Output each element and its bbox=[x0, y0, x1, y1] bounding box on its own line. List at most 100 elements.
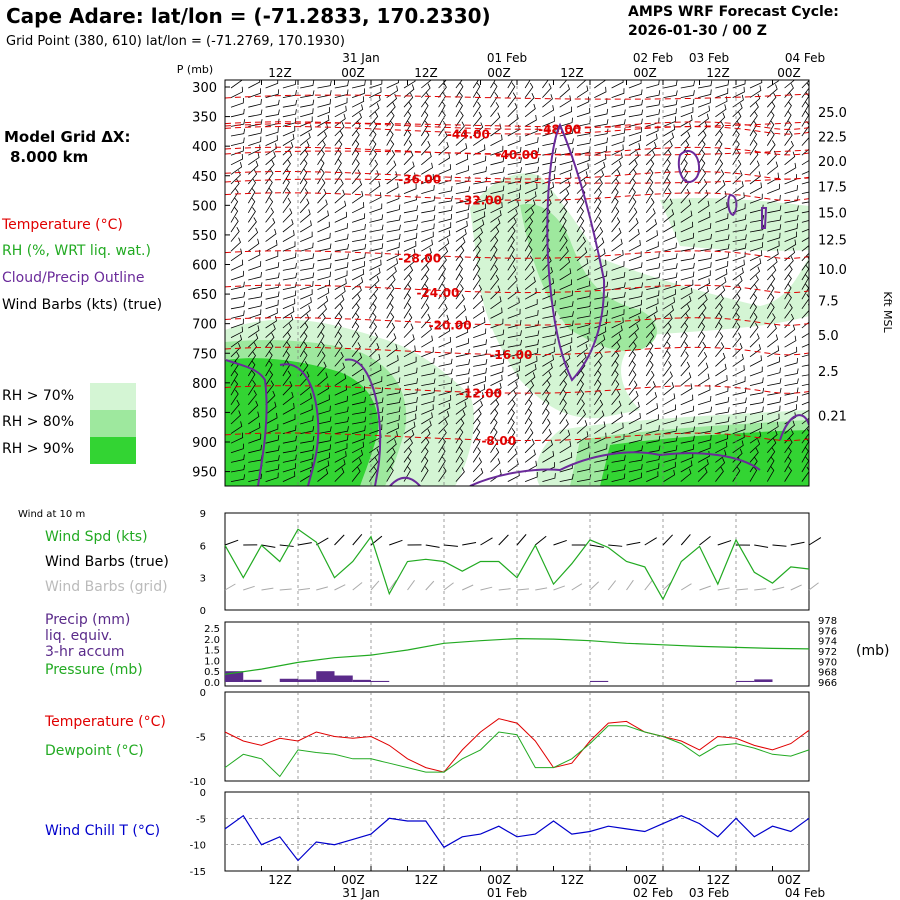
wind-barb bbox=[801, 191, 809, 194]
precip-bar bbox=[243, 679, 262, 682]
wind-barb bbox=[732, 440, 744, 454]
wind-barb bbox=[697, 179, 708, 194]
wind-barb bbox=[421, 404, 434, 415]
wind-barb bbox=[248, 152, 260, 166]
wind-barb bbox=[230, 137, 245, 146]
height-tick-label: 20.0 bbox=[818, 155, 847, 170]
wind-barb bbox=[438, 164, 451, 175]
wind-barb bbox=[697, 168, 706, 185]
wind-barb bbox=[715, 449, 727, 463]
wind-barb bbox=[248, 400, 259, 415]
wind-barb bbox=[749, 250, 763, 262]
wind-barb bbox=[524, 103, 536, 118]
wind-barb bbox=[299, 322, 309, 338]
wind-barb bbox=[265, 135, 278, 146]
wind-barb bbox=[490, 227, 500, 242]
wind-barb bbox=[455, 220, 468, 233]
wind-barb bbox=[334, 189, 345, 204]
wind-barb bbox=[767, 345, 780, 358]
wind-barb bbox=[300, 242, 314, 252]
wind-barb bbox=[369, 214, 384, 223]
wind-barb bbox=[369, 203, 383, 214]
wind-barb bbox=[230, 80, 243, 89]
wind-barb bbox=[386, 406, 401, 415]
wind-barb bbox=[645, 381, 656, 396]
wind-barb bbox=[801, 446, 809, 463]
wind-barb bbox=[317, 107, 330, 118]
rh70-swatch bbox=[90, 383, 136, 410]
wind-barb bbox=[611, 390, 621, 406]
wind-barb bbox=[369, 407, 384, 415]
wind-barb bbox=[576, 328, 590, 338]
wind-barb bbox=[628, 262, 643, 271]
wind-barb bbox=[334, 286, 346, 300]
wind-barb bbox=[334, 168, 343, 185]
wind-barb bbox=[369, 267, 381, 281]
wind-barb bbox=[490, 469, 502, 482]
wind-barb bbox=[420, 274, 429, 290]
wind-barb bbox=[559, 353, 571, 367]
rh90-swatch bbox=[90, 437, 136, 464]
wind-barb bbox=[784, 92, 793, 108]
wind-barb bbox=[576, 138, 592, 146]
wind-barb bbox=[248, 88, 261, 98]
legend-rh90: RH > 90% bbox=[2, 441, 75, 457]
wind-barb bbox=[300, 272, 315, 281]
precip-bar bbox=[754, 679, 773, 682]
wind-barb bbox=[576, 236, 586, 252]
true-wind-barb bbox=[443, 544, 458, 547]
wind-barb bbox=[230, 443, 244, 454]
wind-barb bbox=[801, 170, 809, 175]
wind-barb bbox=[300, 453, 314, 463]
wind-barb bbox=[628, 464, 643, 473]
wind-barb bbox=[507, 408, 515, 425]
true-wind-barb bbox=[297, 542, 312, 546]
wind-barb bbox=[248, 99, 262, 108]
wind-barb bbox=[680, 416, 695, 425]
wind-barb bbox=[524, 226, 533, 242]
wind-barb bbox=[766, 111, 775, 127]
wind-barb bbox=[628, 89, 643, 98]
true-wind-barb bbox=[772, 544, 787, 547]
wind-barb bbox=[282, 414, 296, 425]
wind-barb bbox=[645, 141, 657, 156]
wind-barb bbox=[248, 282, 263, 290]
wind-barb bbox=[299, 141, 310, 156]
pressure-tick-label: 972 bbox=[818, 647, 837, 658]
wind-barb bbox=[680, 468, 692, 482]
wind-barb bbox=[351, 169, 361, 185]
wind-barb bbox=[542, 398, 550, 415]
wind-barb bbox=[386, 312, 395, 329]
wind-barb bbox=[680, 271, 695, 281]
wind-barb bbox=[490, 218, 501, 233]
legend-wind-speed: Wind Spd (kts) bbox=[45, 529, 148, 545]
wind-barb bbox=[680, 188, 690, 204]
wind-barb bbox=[784, 428, 794, 444]
wind-barb bbox=[646, 471, 659, 482]
wind-barb bbox=[300, 253, 315, 262]
wind-barb bbox=[593, 197, 602, 214]
wind-barb bbox=[697, 159, 706, 175]
wind-barb bbox=[438, 410, 450, 425]
wind-barb bbox=[473, 349, 488, 358]
wind-barb bbox=[680, 460, 693, 473]
wind-barb bbox=[507, 297, 520, 310]
wind-barb bbox=[697, 200, 710, 214]
wind-barb bbox=[248, 119, 263, 127]
wind-barb bbox=[594, 108, 609, 118]
wind-barb bbox=[455, 304, 467, 319]
wind-barb bbox=[282, 463, 297, 473]
wind-barb bbox=[369, 251, 383, 262]
wind-barb bbox=[784, 80, 796, 89]
wind-barb bbox=[767, 215, 782, 223]
height-tick-label: 5.0 bbox=[818, 329, 839, 344]
wind-barb bbox=[455, 101, 463, 118]
wind-barb bbox=[715, 332, 724, 348]
wind-barb bbox=[801, 245, 809, 252]
wind-barb bbox=[715, 179, 726, 194]
wind-barb bbox=[507, 330, 522, 338]
wind-barb bbox=[507, 80, 513, 89]
wind-chill-line bbox=[224, 814, 810, 862]
wind-barb bbox=[334, 416, 349, 425]
wind-barb bbox=[472, 91, 481, 108]
